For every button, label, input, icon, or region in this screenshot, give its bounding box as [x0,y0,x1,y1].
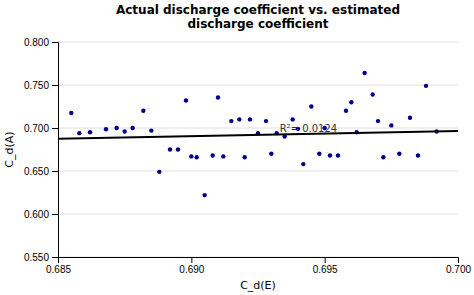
tick-label: 0.695 [313,264,338,275]
axis-line [52,43,59,258]
point [149,128,153,132]
point [141,109,145,113]
y-axis-label: C_d(A) [3,131,16,167]
point [264,119,268,123]
tick-label: 0.700 [446,264,471,275]
point [88,130,92,134]
tick-mark [191,257,192,263]
point [416,153,420,157]
x-axis-label: C_d(E) [240,279,276,292]
tick: 0.690 [179,257,204,275]
point [242,155,246,159]
point [248,117,252,121]
point [344,109,348,113]
point [176,147,180,151]
tick-label: 0.550 [24,252,49,263]
point [349,100,353,104]
point [309,104,313,108]
point [202,193,206,197]
point [157,170,161,174]
point [336,153,340,157]
point [269,152,273,156]
point [424,84,428,88]
point [130,126,134,130]
tick: 0.700 [446,257,471,275]
tick-mark [52,257,58,258]
axis-line [59,258,459,264]
point [370,92,374,96]
tick: 0.695 [313,257,338,275]
point [216,95,220,99]
tick-mark [52,128,58,129]
plot-area: 0.685 0.690 0.695 0.700 0.550 0.600 0.650 0.700… [24,37,471,275]
point [397,152,401,156]
tick: 0.600 [24,209,58,220]
point [389,123,393,127]
point [328,153,332,157]
point [122,129,126,133]
tick-label: 0.750 [24,80,49,91]
grid-line [58,214,458,215]
tick-label: 0.600 [24,209,49,220]
chart: 0.685 0.690 0.695 0.700 0.550 0.600 0.650 0.700… [0,0,474,295]
point [69,111,73,115]
tick-label: 0.800 [24,37,49,48]
point [408,115,412,119]
point [104,127,108,131]
y-axis: 0.550 0.600 0.650 0.700 0.750 0.800 [24,37,59,263]
point [194,155,198,159]
tick: 0.550 [24,252,58,263]
grid-line [58,171,458,172]
tick: 0.650 [24,166,58,177]
point [362,71,366,75]
tick-mark [325,257,326,263]
tick-label: 0.700 [24,123,49,134]
tick-mark [458,257,459,263]
point [317,152,321,156]
tick: 0.750 [24,80,58,91]
tick-label: 0.690 [179,264,204,275]
annotation: R²= 0.0124 [280,123,338,134]
tick-mark [52,171,58,172]
tick: 0.700 [24,123,58,134]
point [77,131,81,135]
point [221,154,225,158]
point [114,126,118,130]
point [210,153,214,157]
tick-label: 0.685 [46,264,71,275]
point [290,117,294,121]
tick-label: 0.650 [24,166,49,177]
tick-mark [52,42,58,43]
tick: 0.800 [24,37,58,48]
x-axis: 0.685 0.690 0.695 0.700 [46,257,471,275]
grid-line [58,42,458,43]
trend-line [58,131,458,139]
tick: 0.685 [46,257,71,275]
point [184,98,188,102]
point [237,117,241,121]
point [376,119,380,123]
title: Actual discharge coefficient vs. estimat… [116,3,400,31]
point [301,162,305,166]
grid-line [58,85,458,86]
tick-mark [52,214,58,215]
y-grid [58,42,458,257]
tick-mark [52,85,58,86]
marks [58,71,458,198]
point [381,155,385,159]
point [189,154,193,158]
point [168,147,172,151]
point [229,119,233,123]
